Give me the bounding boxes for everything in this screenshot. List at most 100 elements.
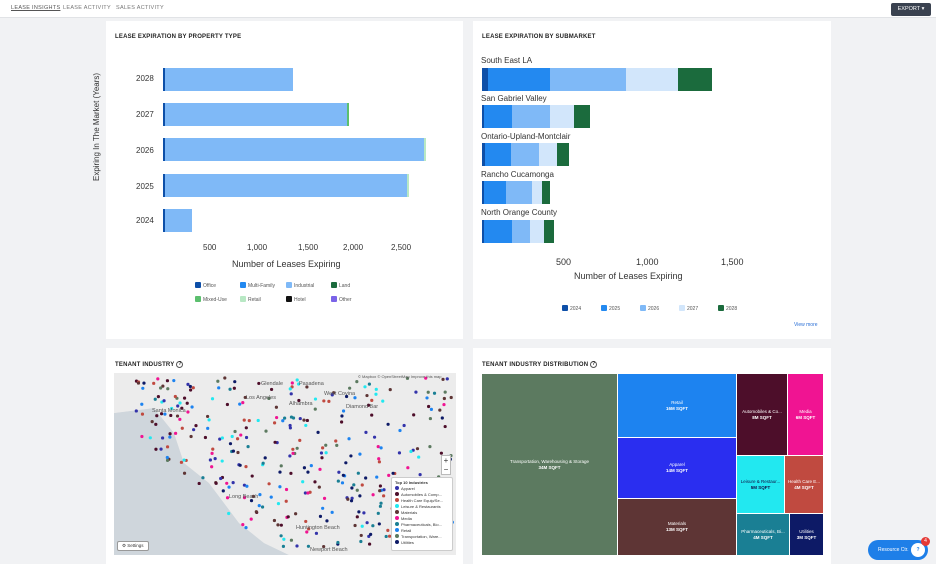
zoom-out-button[interactable]: − [443, 465, 449, 474]
map-marker [283, 416, 287, 420]
bar-2027-1[interactable] [550, 105, 574, 128]
bar-2027-0[interactable] [626, 68, 678, 91]
bar-2026-4[interactable] [512, 220, 530, 243]
bar-2024-4[interactable] [482, 220, 484, 243]
bar-2026-2[interactable] [511, 143, 539, 166]
map-marker [336, 540, 340, 545]
map-marker [346, 497, 350, 501]
map-marker [386, 422, 390, 426]
bar-industrial-2027[interactable] [164, 103, 348, 126]
tab-lease-activity[interactable]: LEASE ACTIVITY [63, 5, 111, 11]
map-marker [397, 451, 402, 455]
map-marker [364, 430, 368, 434]
bar-mixed-use-2027[interactable] [347, 103, 350, 126]
bar-2028-3[interactable] [542, 181, 550, 204]
legend-item[interactable]: Pharmaceuticals, Bio... [395, 522, 449, 528]
bar-retail-2026[interactable] [424, 138, 426, 161]
bar-2028-4[interactable] [544, 220, 554, 243]
treemap-tile[interactable]: Automobiles & Co... 8M SQFT [737, 374, 787, 455]
map-marker [140, 434, 144, 439]
bar-office-2027[interactable] [163, 103, 165, 126]
map-marker [371, 524, 375, 528]
bar-2024-0[interactable] [482, 68, 488, 91]
map-marker [165, 445, 170, 449]
bar-2027-2[interactable] [539, 143, 557, 166]
legend-item[interactable]: Leisure & Restaurants [395, 504, 449, 510]
year-label: 2025 [136, 182, 154, 191]
map-marker [386, 528, 390, 532]
treemap-tile[interactable]: Leisure & Restaur... 5M SQFT [737, 456, 784, 513]
bar-retail-2025[interactable] [406, 174, 410, 197]
legend-item[interactable]: Automobiles & Comp... [395, 492, 449, 498]
view-more-link[interactable]: View more [794, 322, 818, 328]
tab-lease-insights[interactable]: LEASE INSIGHTS [11, 5, 61, 11]
legend-item[interactable]: Retail [395, 528, 449, 534]
bar-2028-0[interactable] [678, 68, 712, 91]
bar-2028-2[interactable] [557, 143, 569, 166]
bar-2028-1[interactable] [574, 105, 590, 128]
map-marker [279, 523, 283, 527]
treemap-tile[interactable]: Health Care E... 4M SQFT [785, 456, 823, 513]
place-label: Santa Monica [152, 408, 186, 414]
map-marker [365, 393, 369, 398]
map-marker [251, 494, 256, 498]
year-label: 2026 [136, 146, 154, 155]
bar-2025-1[interactable] [484, 105, 512, 128]
bar-industrial-2028[interactable] [164, 68, 294, 91]
map-marker [242, 418, 246, 422]
bar-2024-1[interactable] [482, 105, 484, 128]
bar-office-2024[interactable] [163, 209, 165, 232]
bar-2025-2[interactable] [485, 143, 511, 166]
bar-2027-4[interactable] [530, 220, 544, 243]
map-marker [230, 434, 234, 439]
bar-2026-1[interactable] [512, 105, 550, 128]
legend-retail-swatch [240, 296, 246, 302]
treemap-tile[interactable]: Transportation, Warehousing & Storage 34M… [482, 374, 617, 555]
info-icon[interactable]: ? [590, 361, 598, 368]
bar-2024-3[interactable] [482, 181, 484, 204]
bar-2025-4[interactable] [484, 220, 512, 243]
bar-2027-3[interactable] [532, 181, 542, 204]
bar-office-2028[interactable] [163, 68, 165, 91]
bar-2025-0[interactable] [488, 68, 550, 91]
bar-2026-3[interactable] [506, 181, 532, 204]
legend-item[interactable]: Media [395, 516, 449, 522]
treemap-tile[interactable]: Media 6M SQFT [788, 374, 823, 455]
settings-button[interactable]: ⚙ Settings [117, 541, 149, 551]
bar-industrial-2026[interactable] [164, 138, 425, 161]
legend-item[interactable]: Apparel [395, 486, 449, 492]
map-marker [330, 510, 334, 514]
treemap-tile[interactable]: Pharmaceuticals, Bi... 4M SQFT [737, 514, 789, 555]
zoom-in-button[interactable]: + [443, 456, 449, 465]
bar-2026-0[interactable] [550, 68, 626, 91]
bar-office-2025[interactable] [163, 174, 165, 197]
legend-label: 2025 [609, 306, 621, 312]
bar-industrial-2025[interactable] [164, 174, 407, 197]
info-icon[interactable]: ? [176, 361, 184, 368]
map-attribution[interactable]: © Mapbox © OpenStreetMap Improve this ma… [358, 374, 442, 379]
treemap-tile[interactable]: Apparel 14M SQFT [618, 438, 736, 498]
resource-center-button[interactable]: Resource Ctr. ? [868, 540, 928, 560]
map-marker [249, 499, 254, 503]
legend-item[interactable]: Utilities [395, 540, 449, 546]
treemap-tile[interactable]: Materials 13M SQFT [618, 499, 736, 555]
legend-item[interactable]: Health Care Equip/Se... [395, 498, 449, 504]
bar-industrial-2024[interactable] [164, 209, 193, 232]
treemap-tile[interactable]: Retail 16M SQFT [618, 374, 736, 437]
map-marker [190, 405, 194, 409]
year-label: 2024 [136, 216, 154, 225]
map-marker [238, 402, 242, 406]
bar-2025-3[interactable] [484, 181, 506, 204]
bar-2024-2[interactable] [482, 143, 485, 166]
tenant-industry-map[interactable]: © Mapbox © OpenStreetMap Improve this ma… [114, 373, 456, 555]
map-marker [185, 401, 189, 405]
map-marker [249, 517, 253, 521]
treemap-tile[interactable]: Utilities 3M SQFT [790, 514, 823, 555]
map-marker [247, 419, 251, 423]
export-button[interactable]: EXPORT ▾ [891, 3, 931, 16]
map-marker [298, 416, 302, 421]
tab-sales-activity[interactable]: SALES ACTIVITY [116, 5, 164, 11]
legend-item[interactable]: Materials [395, 510, 449, 516]
bar-office-2026[interactable] [163, 138, 165, 161]
legend-item[interactable]: Transportation, Ware... [395, 534, 449, 540]
